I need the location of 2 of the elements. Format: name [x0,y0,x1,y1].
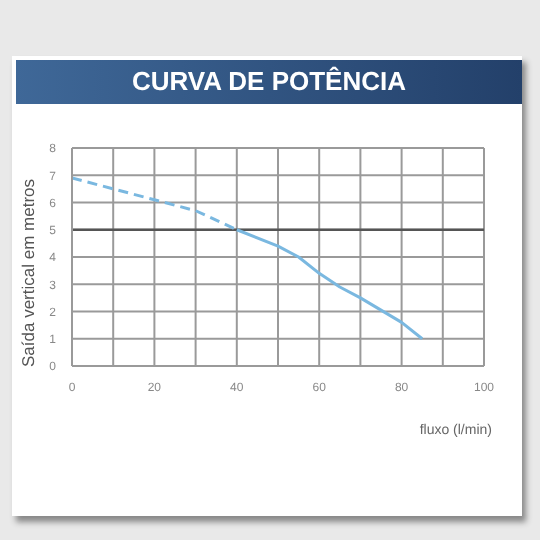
y-axis-title: Saída vertical em metros [18,178,39,367]
chart-title: CURVA DE POTÊNCIA [16,60,522,104]
